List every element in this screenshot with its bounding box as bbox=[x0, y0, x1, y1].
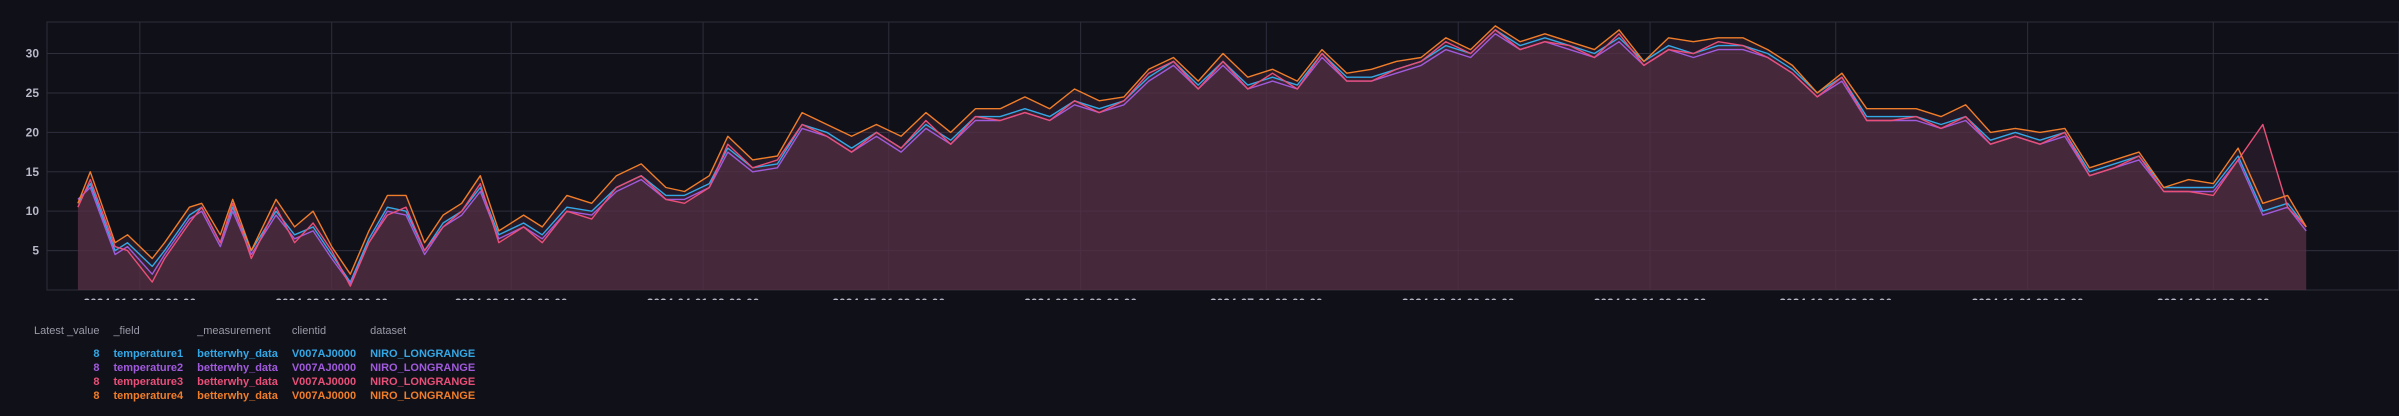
legend-value: 8 bbox=[93, 362, 100, 374]
legend-field: temperature3 bbox=[113, 376, 184, 388]
temperature-chart[interactable]: 5 10 15 20 25 30 2024-01-01 09:00:00 2024-02-0… bbox=[0, 0, 2399, 300]
series-area-temperature1 bbox=[77, 29, 2307, 291]
legend-header-measurement: _measurement bbox=[197, 325, 271, 337]
legend-row-temperature3[interactable]: 8 temperature3 betterwhy_data V007AJ0000… bbox=[34, 375, 489, 389]
x-tick-label: 2024-03-01 09:00:00 bbox=[455, 296, 568, 300]
legend-field: temperature1 bbox=[113, 348, 184, 360]
legend-header-field: _field bbox=[113, 325, 140, 337]
legend-clientid: V007AJ0000 bbox=[291, 362, 357, 374]
plot-frame bbox=[46, 21, 2399, 291]
legend-measurement: betterwhy_data bbox=[197, 348, 278, 360]
x-tick-label: 2024-07-01 09:00:00 bbox=[1210, 296, 1323, 300]
legend-clientid: V007AJ0000 bbox=[291, 390, 357, 402]
x-axis: 2024-01-01 09:00:00 2024-02-01 09:00:00 20… bbox=[83, 296, 2270, 300]
x-tick-label: 2024-01-01 09:00:00 bbox=[83, 296, 196, 300]
legend-header-clientid: clientid bbox=[291, 325, 327, 337]
series-line-temperature3[interactable] bbox=[77, 29, 2307, 287]
series-line-temperature4[interactable] bbox=[77, 25, 2307, 275]
y-tick-label: 10 bbox=[26, 204, 40, 218]
legend-field: temperature4 bbox=[113, 390, 184, 402]
legend-table: Latest _value _field _measurement client… bbox=[34, 325, 489, 403]
x-tick-label: 2024-09-01 09:00:00 bbox=[1594, 296, 1707, 300]
y-tick-label: 5 bbox=[32, 244, 39, 258]
x-tick-label: 2024-02-01 09:00:00 bbox=[275, 296, 388, 300]
legend-field: temperature2 bbox=[113, 362, 184, 374]
legend-dataset: NIRO_LONGRANGE bbox=[370, 390, 476, 402]
series-area-temperature4 bbox=[77, 25, 2307, 291]
legend-dataset: NIRO_LONGRANGE bbox=[370, 376, 476, 388]
x-tick-label: 2024-06-01 09:00:00 bbox=[1024, 296, 1137, 300]
y-tick-label: 30 bbox=[26, 47, 40, 61]
legend-body: 8 temperature1 betterwhy_data V007AJ0000… bbox=[34, 347, 489, 403]
legend-dataset: NIRO_LONGRANGE bbox=[370, 362, 476, 374]
legend-header-dataset: dataset bbox=[370, 325, 407, 337]
series-area-temperature3 bbox=[77, 29, 2307, 291]
gridlines bbox=[47, 22, 2399, 290]
legend-row-temperature4[interactable]: 8 temperature4 betterwhy_data V007AJ0000… bbox=[34, 389, 489, 403]
series-areas bbox=[77, 25, 2307, 291]
legend-dataset: NIRO_LONGRANGE bbox=[370, 348, 476, 360]
legend-header-value: Latest _value bbox=[34, 325, 100, 337]
x-tick-label: 2024-11-01 09:00:00 bbox=[1972, 296, 2084, 300]
series-lines bbox=[77, 25, 2307, 287]
x-tick-label: 2024-05-01 09:00:00 bbox=[832, 296, 945, 300]
legend-measurement: betterwhy_data bbox=[197, 376, 278, 388]
y-axis: 5 10 15 20 25 30 bbox=[26, 47, 40, 258]
y-tick-label: 15 bbox=[26, 165, 40, 179]
legend-value: 8 bbox=[93, 376, 100, 388]
x-tick-label: 2024-12-01 09:00:00 bbox=[2157, 296, 2270, 300]
legend-clientid: V007AJ0000 bbox=[291, 376, 357, 388]
legend-clientid: V007AJ0000 bbox=[291, 348, 357, 360]
x-tick-label: 2024-10-01 09:00:00 bbox=[1779, 296, 1892, 300]
legend: Latest _value _field _measurement client… bbox=[34, 325, 489, 403]
legend-value: 8 bbox=[93, 348, 100, 360]
y-tick-label: 20 bbox=[26, 125, 40, 139]
x-tick-label: 2024-04-01 09:00:00 bbox=[647, 296, 760, 300]
legend-header-row: Latest _value _field _measurement client… bbox=[34, 325, 489, 347]
legend-row-temperature2[interactable]: 8 temperature2 betterwhy_data V007AJ0000… bbox=[34, 361, 489, 375]
legend-measurement: betterwhy_data bbox=[197, 390, 278, 402]
series-area-temperature2 bbox=[77, 33, 2307, 291]
legend-measurement: betterwhy_data bbox=[197, 362, 278, 374]
legend-value: 8 bbox=[93, 390, 100, 402]
y-tick-label: 25 bbox=[26, 86, 40, 100]
legend-row-temperature1[interactable]: 8 temperature1 betterwhy_data V007AJ0000… bbox=[34, 347, 489, 361]
x-tick-label: 2024-08-01 09:00:00 bbox=[1402, 296, 1515, 300]
